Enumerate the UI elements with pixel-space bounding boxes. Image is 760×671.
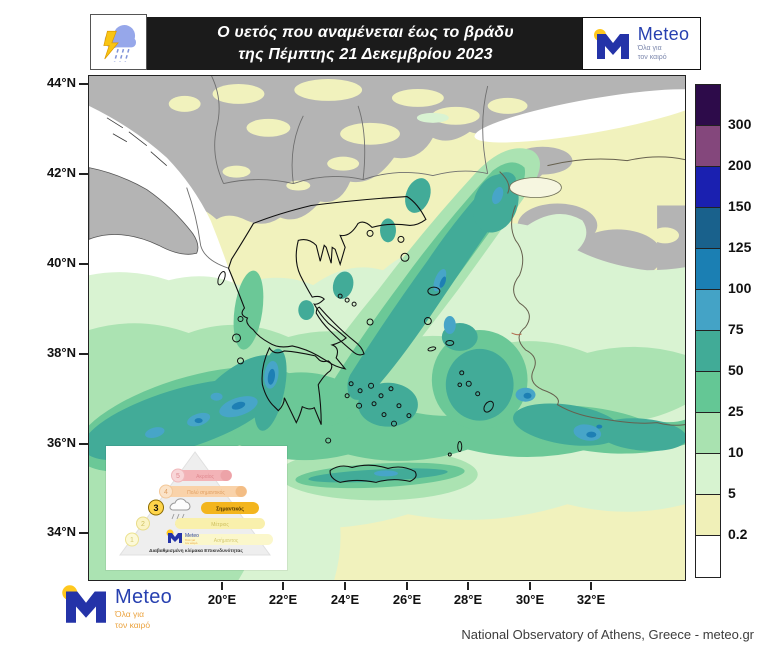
level-1-label: Ασήμαντος [214,537,239,544]
credit-text: National Observatory of Athens, Greece -… [461,627,754,642]
lat-tick [79,532,88,534]
hazard-pyramid-inset: 5 Ακραίος 4 Πολύ σημαντικός 3 Σημαντικός [106,446,287,570]
colorbar-label: 125 [728,239,752,255]
level-5-label: Ακραίος [196,474,214,480]
storm-cloud-lightning-rain-icon [102,25,136,62]
meteo-logo-name: Meteo [637,24,690,45]
lon-tick [590,582,592,590]
lon-tick [282,582,284,590]
lon-label-26: 26°E [392,592,422,607]
title-banner: Ο υετός που αναμένεται έως το βράδυ της … [147,17,584,70]
lon-label-32: 32°E [576,592,606,607]
colorbar-label: 25 [728,403,744,419]
lon-tick [529,582,531,590]
colorbar-label: 75 [728,321,744,337]
level-2-label: Μέτριος [211,521,229,528]
inset-logo-tagline-2: τον καιρό [185,541,198,545]
title-line-1: Ο υετός που αναμένεται έως το βράδυ [217,23,514,41]
level-5-number: 5 [176,473,180,480]
colorbar-block [696,126,720,167]
footer-logo-name: Meteo [115,586,173,608]
lat-label-40: 40°N [46,255,76,270]
colorbar-block [696,372,720,413]
pyramid-caption: Διαβαθμισμένη κλίμακα Επικινδυνότητας [149,548,243,554]
colorbar-block [696,208,720,249]
inset-logo-name: Meteo [185,533,199,539]
level-1-number: 1 [130,537,134,544]
lat-tick [79,353,88,355]
meteo-logo-footer: Meteo Όλα για τον καιρό [62,584,172,630]
colorbar-label: 10 [728,444,744,460]
lon-label-30: 30°E [515,592,545,607]
level-4-number: 4 [164,489,168,496]
lon-label-20: 20°E [207,592,237,607]
lat-tick [79,173,88,175]
meteo-logo-tagline-2: τον καιρό [637,54,667,61]
hazard-pyramid: 5 Ακραίος 4 Πολύ σημαντικός 3 Σημαντικός [119,451,273,556]
inset-logo-tagline-1: Όλα για [184,538,196,542]
lon-tick [406,582,408,590]
colorbar-label: 5 [728,485,736,501]
lat-label-44: 44°N [46,75,76,90]
lat-tick [79,83,88,85]
colorbar-label: 100 [728,280,752,296]
meteo-m-icon [62,585,106,623]
colorbar-block [696,454,720,495]
lat-tick [79,443,88,445]
lon-tick [467,582,469,590]
meteo-logo-inset: Meteo Όλα για τον καιρό [166,529,199,545]
level-3-number: 3 [153,503,158,513]
lat-tick [79,263,88,265]
footer-logo-tagline-1: Όλα για [115,609,145,619]
lon-tick [221,582,223,590]
lat-label-42: 42°N [46,165,76,180]
meteo-logo-tagline-1: Όλα για [637,45,662,53]
footer-logo-tagline-2: τον καιρό [115,619,151,630]
colorbar-label: 150 [728,198,752,214]
lon-label-24: 24°E [330,592,360,607]
lon-label-28: 28°E [453,592,483,607]
colorbar-block [696,331,720,372]
colorbar-block [696,413,720,454]
level-4-label: Πολύ σημαντικός [187,489,225,496]
colorbar-label: 0.2 [728,526,748,542]
colorbar-label: 50 [728,362,744,378]
colorbar-block [696,536,720,577]
title-line-2: της Πέμπτης 21 Δεκεμβρίου 2023 [238,45,493,63]
lon-tick [344,582,346,590]
lat-label-38: 38°N [46,345,76,360]
storm-icon-box [90,14,147,70]
lon-label-22: 22°E [268,592,298,607]
meteo-m-icon [593,28,629,59]
colorbar-block [696,249,720,290]
precipitation-colorbar [695,84,721,578]
level-2-number: 2 [141,521,145,528]
colorbar-block [696,167,720,208]
level-3-label: Σημαντικός [216,507,244,513]
colorbar-block [696,85,720,126]
colorbar-label: 200 [728,157,752,173]
colorbar-block [696,290,720,331]
meteo-logo-header: Meteo Όλα για τον καιρό [582,17,701,70]
lat-label-34: 34°N [46,524,76,539]
colorbar-block [696,495,720,536]
colorbar-label: 300 [728,116,752,132]
lat-label-36: 36°N [46,435,76,450]
